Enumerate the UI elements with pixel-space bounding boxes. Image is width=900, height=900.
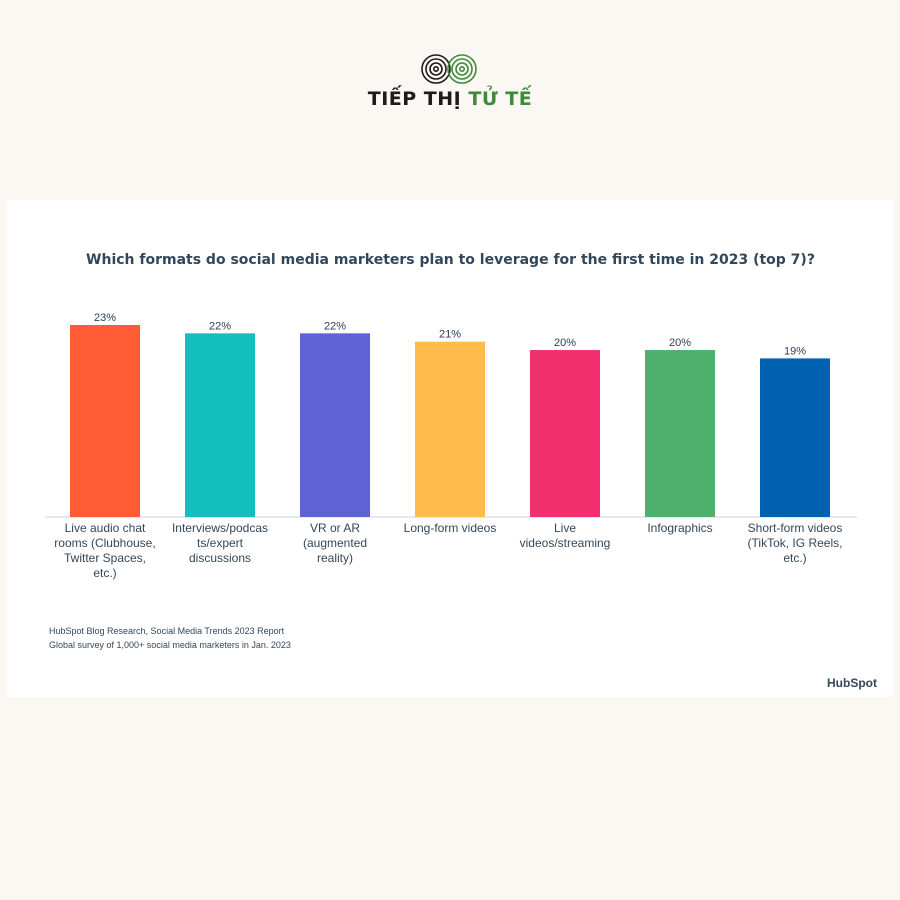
bar-value-label: 20% — [669, 337, 691, 349]
bar — [530, 350, 600, 517]
source-note: HubSpot Blog Research, Social Media Tren… — [49, 624, 291, 652]
bar-chart: 23% Live audio chat rooms (Clubhouse, Twitt… — [45, 312, 857, 580]
bar-value-label: 22% — [324, 320, 346, 332]
source-line-1: HubSpot Blog Research, Social Media Tren… — [49, 626, 285, 636]
bar-value-label: 19% — [784, 345, 806, 357]
category-label: Short-form videos (TikTok, IG Reels, etc.) — [748, 521, 843, 565]
source-line-2: Global survey of 1,000+ social media mar… — [49, 640, 291, 650]
bar — [760, 358, 830, 517]
brand-name-part1: TIẾP THỊ — [367, 88, 462, 110]
bar — [415, 341, 485, 517]
bar — [645, 350, 715, 517]
category-label: VR or AR (augmented reality) — [303, 521, 367, 565]
bar — [300, 333, 370, 517]
bar — [185, 333, 255, 517]
brand-header: TIẾP THỊ TỬ TẾ — [0, 52, 900, 110]
brand-name-part2: TỬ TẾ — [468, 88, 533, 110]
hubspot-logo: HubSpot — [827, 676, 877, 690]
bar-value-label: 21% — [439, 329, 461, 341]
chart-title: Which formats do social media marketers … — [86, 252, 815, 268]
category-label: Live audio chat rooms (Clubhouse, Twitter … — [54, 521, 155, 580]
bar-value-label: 22% — [209, 320, 231, 332]
category-label: Interviews/podcas ts/expert discussions — [172, 521, 268, 565]
category-label: Infographics — [647, 521, 712, 535]
bar — [70, 325, 140, 517]
brand-name: TIẾP THỊ TỬ TẾ — [0, 88, 900, 110]
brand-logo-icon — [421, 54, 477, 84]
category-label: Long-form videos — [404, 521, 497, 535]
bar-value-label: 23% — [94, 312, 116, 324]
category-label: Live videos/streaming — [520, 521, 611, 550]
bar-value-label: 20% — [554, 337, 576, 349]
chart-card: Which formats do social media marketers … — [7, 200, 894, 697]
